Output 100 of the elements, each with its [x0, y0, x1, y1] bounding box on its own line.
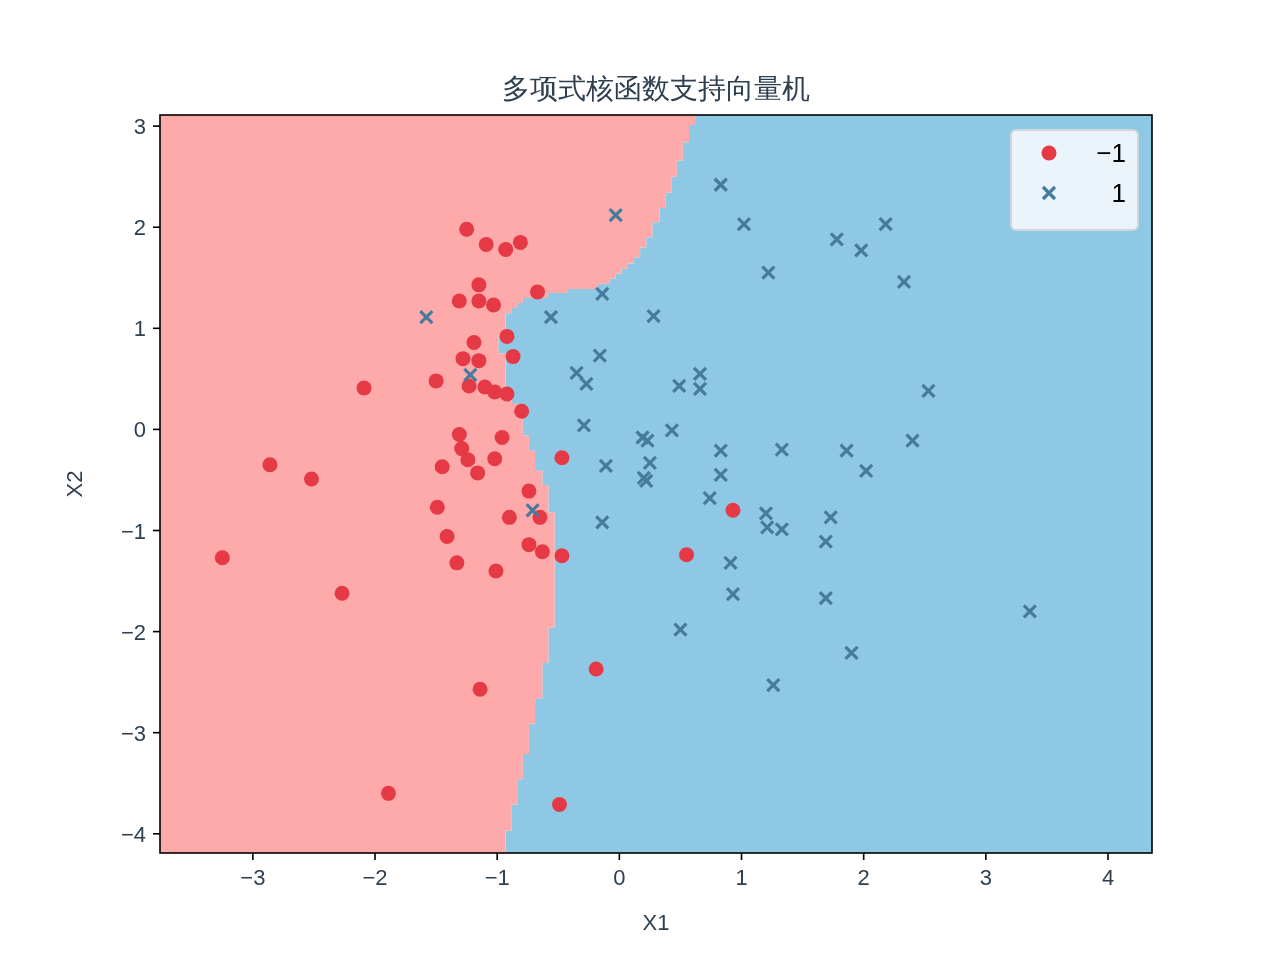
point	[461, 378, 477, 394]
point	[713, 467, 729, 483]
point	[525, 502, 541, 518]
y-tick-label: −2	[120, 619, 146, 645]
x-tick-label: 3	[979, 865, 992, 890]
point	[471, 277, 487, 293]
point	[920, 383, 937, 399]
x-tick-label: 4	[1101, 865, 1115, 890]
x-tick-label: −1	[484, 865, 510, 890]
legend-label: −1	[1096, 138, 1126, 168]
y-tick-label: 2	[133, 215, 146, 241]
point	[878, 216, 894, 232]
point	[521, 537, 537, 553]
point	[498, 241, 514, 257]
point	[818, 590, 834, 606]
point	[592, 348, 608, 364]
point	[460, 452, 476, 468]
point	[713, 443, 729, 459]
point	[725, 502, 741, 518]
point	[512, 234, 528, 250]
point	[214, 550, 230, 566]
point	[554, 450, 570, 466]
point	[494, 430, 510, 445]
point	[829, 231, 845, 247]
point	[722, 555, 739, 571]
point	[543, 309, 559, 325]
point	[853, 242, 869, 259]
point	[356, 380, 372, 396]
point	[736, 216, 752, 232]
point	[428, 373, 444, 389]
point	[505, 349, 521, 365]
x-tick-label: −2	[362, 865, 388, 890]
point	[823, 509, 839, 525]
point	[455, 351, 471, 367]
y-tick-label: 0	[133, 417, 146, 443]
point	[645, 308, 662, 324]
y-tick-label: −3	[120, 720, 146, 746]
point	[554, 548, 570, 564]
chart-title: 多项式核函数支持向量机	[502, 73, 810, 104]
point	[904, 432, 921, 449]
point	[692, 381, 708, 397]
point	[758, 505, 774, 521]
point	[725, 586, 741, 602]
point	[642, 455, 658, 471]
point	[418, 309, 434, 325]
point	[472, 681, 488, 697]
y-tick-label: −4	[120, 821, 146, 847]
point	[578, 376, 594, 392]
point	[459, 221, 475, 237]
x-tick-label: 1	[735, 865, 748, 890]
point	[598, 458, 614, 474]
point	[303, 471, 319, 487]
point	[462, 367, 478, 383]
point	[576, 417, 592, 433]
x-tick-label: 2	[857, 865, 870, 890]
point	[521, 483, 537, 499]
legend-label: 1	[1111, 178, 1126, 208]
point	[334, 585, 350, 601]
point	[765, 677, 781, 693]
point	[634, 429, 651, 446]
point	[434, 459, 450, 475]
y-tick-label: 3	[133, 114, 146, 140]
point	[451, 293, 467, 309]
point	[843, 645, 860, 661]
point	[501, 509, 517, 525]
point	[713, 177, 729, 193]
point	[639, 432, 656, 449]
point	[568, 365, 585, 381]
point	[588, 661, 604, 677]
y-tick-label: 1	[133, 316, 146, 342]
point	[608, 207, 624, 223]
point	[449, 555, 465, 571]
point	[499, 386, 515, 402]
point	[487, 451, 503, 467]
point	[838, 443, 855, 459]
point	[470, 465, 486, 481]
point	[514, 403, 530, 419]
point	[679, 547, 695, 563]
point	[530, 284, 545, 300]
point	[594, 286, 610, 302]
point	[486, 297, 502, 313]
x-axis-title: X1	[642, 910, 670, 935]
point	[439, 529, 455, 545]
point	[471, 293, 487, 309]
point	[429, 499, 445, 515]
point	[594, 514, 610, 531]
point	[671, 378, 687, 394]
point	[664, 422, 680, 439]
point	[858, 463, 874, 479]
point	[702, 490, 718, 506]
point	[262, 457, 278, 473]
point	[774, 442, 790, 458]
point	[454, 441, 470, 457]
point	[451, 426, 467, 442]
point	[692, 366, 708, 382]
point	[380, 785, 396, 801]
point	[551, 796, 567, 812]
point	[1022, 603, 1038, 619]
point	[488, 563, 504, 579]
point	[534, 544, 550, 560]
